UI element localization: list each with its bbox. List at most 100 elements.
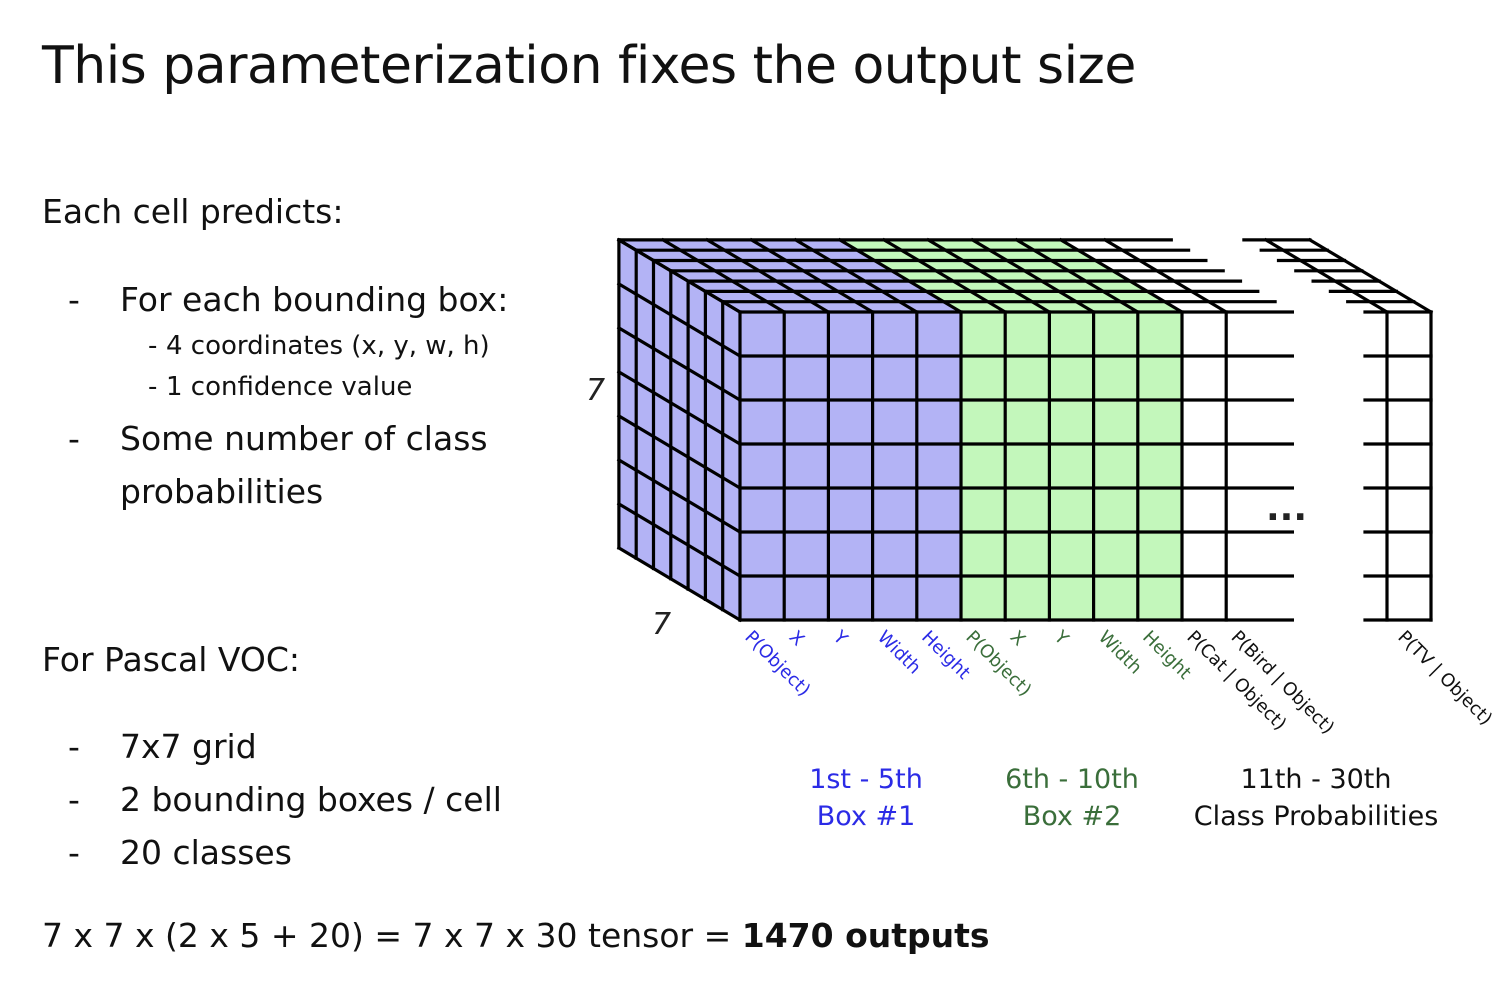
tensor-cell — [1049, 576, 1094, 620]
side-depth-line — [616, 325, 743, 403]
tensor-cell — [740, 576, 785, 620]
tensor-cell — [828, 356, 873, 400]
tensor-last-slice — [1242, 237, 1434, 622]
tensor-cell — [740, 400, 785, 444]
tensor-top-face — [618, 239, 1271, 312]
side-depth-line — [616, 369, 743, 447]
tensor-cell — [1005, 312, 1050, 356]
group-label-range: 1st - 5th — [809, 764, 923, 795]
tensor-cell — [916, 576, 961, 620]
height-dimension-label: 7 — [586, 373, 605, 408]
bullet-class-probabilities: Some number of class probabilities — [66, 412, 550, 518]
tensor-cell — [740, 312, 785, 356]
column-label: Y — [1049, 626, 1073, 650]
column-label: P(TV | Object) — [1393, 627, 1496, 730]
tensor-cell — [916, 312, 961, 356]
tensor-grid-lines — [616, 237, 1295, 623]
output-formula: 7 x 7 x (2 x 5 + 20) = 7 x 7 x 30 tensor… — [42, 916, 990, 955]
tensor-cell — [872, 576, 917, 620]
last-slice-depth-line — [1263, 237, 1390, 315]
tensor-cell — [1137, 532, 1182, 576]
column-label: Height — [1138, 627, 1195, 684]
top-face-column — [972, 239, 1138, 312]
column-label: Height — [917, 627, 974, 684]
tensor-cell — [916, 444, 961, 488]
tensor-cell — [740, 488, 785, 532]
tensor-side-face — [618, 239, 740, 620]
top-face-column — [707, 239, 873, 312]
tensor-cell — [828, 444, 873, 488]
tensor-cell — [1005, 576, 1050, 620]
top-face-column — [928, 239, 1094, 312]
group-labels: 1st - 5th Box #1 6th - 10th Box #2 11th - 30… — [809, 764, 1438, 832]
sub-bullet-confidence: 1 confidence value — [120, 367, 550, 408]
tensor-cell — [1093, 400, 1138, 444]
tensor-cell — [916, 356, 961, 400]
tensor-cell — [916, 400, 961, 444]
side-depth-line — [616, 545, 743, 623]
column-label: X — [1006, 627, 1030, 651]
last-slice-depth-line — [1307, 237, 1434, 315]
tensor-front-face — [740, 312, 1271, 620]
tensor-cell — [872, 356, 917, 400]
top-depth-line — [1058, 237, 1185, 315]
tensor-cell — [1182, 400, 1227, 444]
tensor-cell — [828, 576, 873, 620]
tensor-cell — [784, 576, 829, 620]
tensor-cell — [1093, 444, 1138, 488]
column-label: Y — [828, 626, 852, 650]
pascal-bullet-list: 7x7 grid 2 bounding boxes / cell 20 clas… — [66, 720, 502, 879]
tensor-cell — [828, 532, 873, 576]
tensor-cell — [828, 488, 873, 532]
bounding-box-sub-list: 4 coordinates (x, y, w, h) 1 confidence … — [120, 326, 550, 408]
tensor-cell — [1226, 356, 1271, 400]
tensor-cell — [1226, 532, 1271, 576]
pascal-heading: For Pascal VOC: — [42, 640, 301, 679]
tensor-cell — [961, 356, 1006, 400]
tensor-cell — [1226, 576, 1271, 620]
tensor-cell — [1137, 576, 1182, 620]
tensor-cell — [1049, 400, 1094, 444]
formula-text: 7 x 7 x (2 x 5 + 20) = 7 x 7 x 30 tensor… — [42, 916, 742, 955]
top-depth-line — [970, 237, 1096, 315]
group-label-range: 6th - 10th — [1005, 764, 1139, 795]
each-cell-bullet-list: For each bounding box: 4 coordinates (x,… — [66, 273, 550, 518]
tensor-cell — [1137, 400, 1182, 444]
tensor-cell — [1049, 444, 1094, 488]
tensor-cell — [1226, 488, 1271, 532]
tensor-cell — [1049, 532, 1094, 576]
group-label-name: Class Probabilities — [1194, 801, 1439, 832]
tensor-cell — [961, 400, 1006, 444]
tensor-cell — [1005, 400, 1050, 444]
depth-dimension-label: 7 — [652, 607, 671, 642]
tensor-cell — [784, 444, 829, 488]
tensor-cell — [961, 576, 1006, 620]
bullet-grid: 7x7 grid — [66, 720, 502, 773]
column-label: Width — [1094, 627, 1146, 679]
tensor-cell — [740, 532, 785, 576]
tensor-cell — [1226, 444, 1271, 488]
tensor-cell — [1182, 576, 1227, 620]
top-depth-line — [881, 237, 1008, 315]
last-slice-fill — [1387, 312, 1431, 620]
tensor-cell — [1005, 356, 1050, 400]
top-face-column — [1060, 239, 1227, 312]
side-face-fill — [618, 239, 740, 620]
tensor-cell — [961, 444, 1006, 488]
top-face-column — [663, 239, 829, 312]
tensor-cell — [1182, 532, 1227, 576]
top-face-column — [1016, 239, 1182, 312]
column-label: Width — [873, 627, 925, 679]
tensor-cell — [1093, 312, 1138, 356]
top-face-column — [618, 239, 785, 312]
tensor-cell — [784, 488, 829, 532]
side-depth-line — [616, 237, 743, 315]
tensor-cell — [1226, 312, 1271, 356]
tensor-cell — [872, 400, 917, 444]
tensor-cell — [1005, 444, 1050, 488]
bullet-classes: 20 classes — [66, 826, 502, 879]
tensor-cell — [872, 532, 917, 576]
top-depth-line — [660, 237, 787, 315]
slide-title: This parameterization fixes the output s… — [42, 36, 1136, 96]
group-label-range: 11th - 30th — [1240, 764, 1391, 795]
